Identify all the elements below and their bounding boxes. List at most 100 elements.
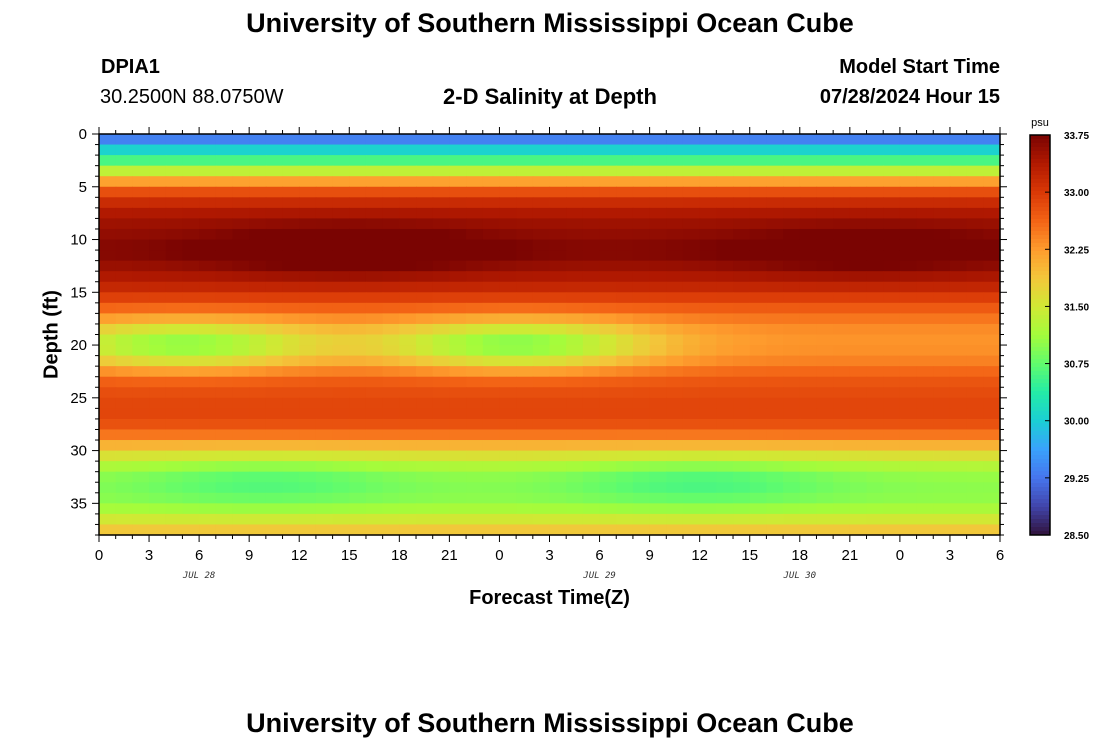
- heatmap-cell: [249, 250, 267, 262]
- heatmap-cell: [199, 397, 217, 409]
- heatmap-cell: [249, 408, 267, 420]
- heatmap-cell: [916, 292, 934, 304]
- heatmap-cell: [599, 429, 617, 441]
- heatmap-cell: [616, 524, 634, 536]
- heatmap-cell: [716, 334, 734, 346]
- heatmap-cell: [649, 334, 667, 346]
- heatmap-cell: [165, 492, 184, 504]
- heatmap-cell: [883, 418, 901, 431]
- heatmap-cell: [566, 176, 584, 188]
- heatmap-cell: [966, 376, 984, 388]
- heatmap-cell: [215, 503, 234, 515]
- heatmap-cell: [632, 260, 651, 272]
- heatmap-cell: [716, 376, 734, 388]
- heatmap-cell: [382, 355, 400, 367]
- heatmap-cell: [399, 313, 417, 325]
- heatmap-cell: [566, 387, 584, 399]
- heatmap-cell: [349, 461, 367, 473]
- heatmap-cell: [315, 260, 334, 272]
- heatmap-cell: [432, 271, 450, 283]
- heatmap-cell: [666, 218, 684, 230]
- heatmap-cell: [566, 429, 584, 441]
- heatmap-cell: [499, 376, 517, 388]
- heatmap-cell: [449, 134, 467, 146]
- heatmap-cell: [399, 376, 417, 388]
- heatmap-cell: [132, 218, 150, 230]
- heatmap-cell: [849, 155, 868, 167]
- heatmap-cell: [165, 165, 184, 177]
- heatmap-cell: [699, 366, 717, 378]
- heatmap-cell: [516, 250, 534, 262]
- heatmap-cell: [699, 397, 717, 409]
- heatmap-cell: [666, 482, 684, 494]
- heatmap-cell: [349, 471, 367, 483]
- heatmap-cell: [833, 450, 851, 462]
- heatmap-cell: [532, 397, 551, 409]
- heatmap-cell: [666, 228, 684, 241]
- heatmap-cell: [432, 524, 450, 536]
- heatmap-cell: [315, 492, 334, 504]
- heatmap-cell: [582, 503, 601, 515]
- heatmap-cell: [449, 471, 467, 483]
- heatmap-cell: [666, 450, 684, 462]
- heatmap-cell: [849, 207, 868, 220]
- heatmap-cell: [165, 503, 184, 515]
- heatmap-cell: [449, 323, 467, 336]
- heatmap-cell: [933, 524, 951, 536]
- heatmap-cell: [899, 482, 918, 494]
- heatmap-cell: [382, 366, 400, 378]
- heatmap-cell: [299, 366, 317, 378]
- heatmap-cell: [766, 471, 784, 483]
- heatmap-cell: [215, 513, 234, 526]
- heatmap-cell: [616, 323, 634, 336]
- heatmap-cell: [616, 408, 634, 420]
- heatmap-cell: [566, 513, 584, 526]
- heatmap-cell: [849, 471, 868, 483]
- heatmap-cell: [516, 186, 534, 198]
- heatmap-cell: [299, 165, 317, 177]
- heatmap-cell: [716, 429, 734, 441]
- heatmap-cell: [499, 366, 517, 378]
- heatmap-cell: [983, 292, 1001, 304]
- heatmap-cell: [883, 302, 901, 314]
- heatmap-cell: [249, 165, 267, 177]
- heatmap-cell: [833, 524, 851, 536]
- heatmap-cell: [416, 513, 434, 526]
- heatmap-cell: [365, 355, 384, 367]
- heatmap-cell: [916, 250, 934, 262]
- heatmap-cell: [165, 134, 184, 146]
- heatmap-cell: [466, 440, 484, 452]
- heatmap-cell: [949, 281, 968, 293]
- heatmap-cell: [332, 250, 350, 262]
- heatmap-cell: [649, 197, 667, 209]
- x-tick-label: 15: [341, 547, 358, 564]
- heatmap-cell: [616, 281, 634, 293]
- heatmap-cell: [249, 155, 267, 167]
- heatmap-cell: [916, 387, 934, 399]
- heatmap-cell: [449, 513, 467, 526]
- heatmap-cell: [849, 250, 868, 262]
- heatmap-cell: [983, 155, 1001, 167]
- heatmap-cell: [99, 239, 117, 251]
- heatmap-cell: [849, 281, 868, 293]
- heatmap-cell: [332, 155, 350, 167]
- heatmap-cell: [883, 387, 901, 399]
- heatmap-cell: [416, 197, 434, 209]
- heatmap-cell: [766, 345, 784, 357]
- heatmap-cell: [866, 281, 884, 293]
- heatmap-cell: [599, 482, 617, 494]
- x-tick-label: 0: [896, 547, 904, 564]
- heatmap-cell: [966, 471, 984, 483]
- heatmap-cell: [265, 155, 284, 167]
- heatmap-cell: [632, 334, 651, 346]
- heatmap-cell: [866, 440, 884, 452]
- heatmap-cell: [382, 186, 400, 198]
- heatmap-cell: [265, 250, 284, 262]
- heatmap-cell: [616, 207, 634, 220]
- heatmap-cell: [349, 513, 367, 526]
- heatmap-cell: [315, 387, 334, 399]
- heatmap-cell: [299, 461, 317, 473]
- heatmap-cell: [899, 492, 918, 504]
- colorbar-segment: [1030, 135, 1050, 140]
- heatmap-cell: [682, 334, 701, 346]
